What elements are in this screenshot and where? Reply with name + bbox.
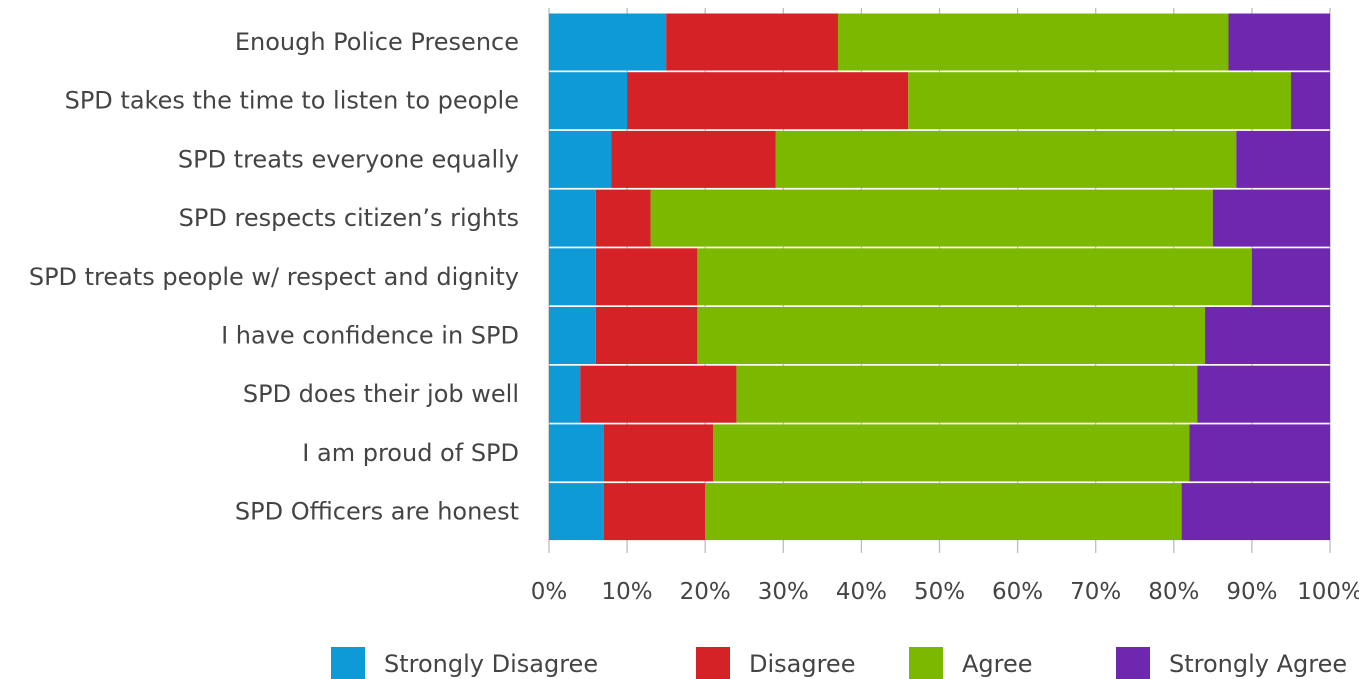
x-tick-label: 30% (758, 579, 809, 605)
bar-disagree (611, 130, 776, 188)
x-tick-label: 50% (914, 579, 965, 605)
x-tick-label: 0% (531, 579, 568, 605)
bar-strongly-disagree (549, 365, 581, 423)
x-tick-label: 70% (1070, 579, 1121, 605)
bar-strongly-agree (1228, 13, 1330, 71)
bar-strongly-agree (1236, 130, 1330, 188)
bar-strongly-disagree (549, 248, 596, 306)
bar-strongly-agree (1181, 483, 1330, 541)
bar-strongly-agree (1197, 365, 1330, 423)
category-labels: Enough Police Presence SPD takes the time… (29, 28, 519, 526)
x-tick-label: 40% (836, 579, 887, 605)
bar-strongly-disagree (549, 189, 596, 247)
legend-label-strongly-disagree: Strongly Disagree (384, 650, 598, 678)
legend-swatch-strongly-agree (1116, 647, 1150, 679)
bar-strongly-disagree (549, 130, 612, 188)
category-label: SPD respects citizen’s rights (179, 204, 519, 232)
bar-agree (736, 365, 1198, 423)
bar-strongly-agree (1290, 72, 1330, 130)
bar-agree (697, 307, 1206, 364)
bar-disagree (603, 483, 706, 541)
legend-swatch-agree (909, 647, 943, 679)
x-axis-tick-labels: 0% 10% 20% 30% 40% 50% 60% 70% 80% 90% 100% (531, 579, 1359, 605)
bar-disagree (603, 424, 714, 482)
legend-label-agree: Agree (962, 650, 1033, 678)
bar-strongly-disagree (549, 72, 628, 130)
x-tick-label: 60% (992, 579, 1043, 605)
category-label: SPD treats everyone equally (178, 145, 519, 173)
bar-strongly-agree (1189, 424, 1330, 482)
bars (549, 13, 1330, 541)
bar-disagree (580, 365, 737, 423)
bar-disagree (595, 189, 651, 247)
bar-strongly-disagree (549, 483, 604, 541)
bar-disagree (627, 72, 909, 130)
x-tick-label: 90% (1226, 579, 1277, 605)
x-tick-label: 10% (602, 579, 653, 605)
category-label: SPD takes the time to listen to people (65, 87, 519, 115)
bar-strongly-disagree (549, 424, 604, 482)
bar-agree (650, 189, 1213, 247)
bar-strongly-agree (1205, 307, 1330, 364)
category-label: SPD Officers are honest (235, 498, 519, 526)
bar-disagree (595, 307, 698, 364)
x-tick-label: 80% (1148, 579, 1199, 605)
bar-agree (775, 130, 1237, 188)
legend-label-strongly-agree: Strongly Agree (1169, 650, 1347, 678)
category-label: I have confidence in SPD (221, 322, 519, 350)
legend-swatch-strongly-disagree (331, 647, 365, 679)
bar-agree (705, 483, 1182, 541)
legend: Strongly Disagree Disagree Agree Strongly A… (331, 647, 1347, 679)
category-label: I am proud of SPD (302, 439, 519, 467)
bar-disagree (595, 248, 698, 306)
bar-strongly-agree (1251, 248, 1330, 306)
x-tick-label: 100% (1297, 579, 1359, 605)
bar-agree (713, 424, 1190, 482)
category-label: SPD does their job well (243, 380, 519, 408)
bar-strongly-agree (1212, 189, 1330, 247)
bar-strongly-disagree (549, 307, 596, 364)
category-label: SPD treats people w/ respect and dignity (29, 263, 519, 291)
bar-strongly-disagree (549, 13, 667, 71)
bar-agree (908, 72, 1291, 130)
bar-agree (837, 13, 1229, 71)
bar-agree (697, 248, 1252, 306)
bar-disagree (666, 13, 838, 71)
legend-label-disagree: Disagree (749, 650, 855, 678)
category-label: Enough Police Presence (235, 28, 519, 56)
x-tick-label: 20% (680, 579, 731, 605)
legend-swatch-disagree (696, 647, 730, 679)
